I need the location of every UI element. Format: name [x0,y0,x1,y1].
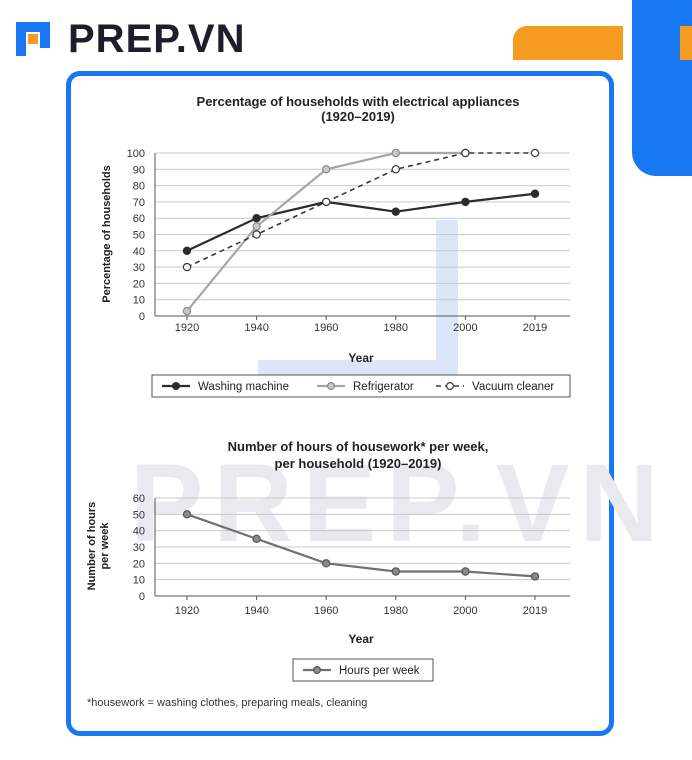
chart1-vacuum-cleaner-point [461,148,470,158]
chart1-legend-box [151,374,571,398]
chart1-y-tick-label: 10 [133,295,145,307]
chart1-washing-machine-point [182,246,192,255]
chart2-y-tick-label: 40 [133,526,145,538]
chart1-x-tick-label: 1940 [244,322,268,334]
chart2-legend-hours-per-week-label: Hours per week [339,665,420,677]
chart2-hours-per-week-point [461,567,470,576]
footnote: *housework = washing clothes, preparing … [87,697,368,709]
decor-orange-tip [680,26,692,60]
chart1-refrigerator-point [252,222,261,231]
chart1-y-tick-label: 30 [133,262,145,274]
chart1-washing-machine-line [186,192,536,252]
chart1-x-tick-label: 1960 [314,322,338,334]
chart2-title: Number of hours of housework* per week, [228,439,489,454]
chart2-y-axis-label: Number of hoursper week [86,502,111,591]
chart1-y-tick-label: 40 [133,246,145,258]
chart1-x-axis-label: Year [348,351,374,365]
chart1-vacuum-cleaner-line [186,152,535,268]
brand: PREP.VN [12,14,245,64]
chart2-x-tick-label: 2000 [453,605,477,617]
chart1-y-tick-label: 0 [139,311,145,323]
chart1-refrigerator-point [182,306,192,316]
chart1-x-tick-label: 2019 [523,322,547,334]
prep-logo-icon [12,18,54,60]
chart1-vacuum-cleaner-point [322,197,331,207]
chart2-x-tick-label: 1980 [384,605,408,617]
chart1-y-tick-label: 60 [133,213,145,225]
chart2-y-tick-label: 10 [133,575,145,587]
chart1-y-tick-label: 80 [133,181,145,193]
chart1-vacuum-cleaner-point [182,262,192,272]
chart2-y-tick-label: 20 [133,558,145,570]
chart2-x-tick-label: 2019 [523,605,547,617]
chart1-legend-vacuum-cleaner-marker [446,382,455,391]
chart2-y-tick-label: 50 [133,509,145,521]
chart1-x-tick-label: 1920 [175,322,199,334]
brand-name: PREP.VN [68,16,246,61]
chart2-hours-per-week-point [182,510,192,519]
chart2-hours-per-week-line [186,513,536,578]
chart1-legend-refrigerator-label: Refrigerator [353,381,414,393]
decor-orange-bar [513,26,623,60]
chart1-y-tick-label: 50 [133,230,145,242]
chart2-x-tick-label: 1940 [244,605,268,617]
chart2-hours-per-week-point [322,559,331,568]
chart1-vacuum-cleaner-point [252,230,261,239]
chart1-subtitle: (1920–2019) [321,109,395,124]
chart1-title: Percentage of households with electrical… [197,94,520,109]
chart2-x-tick-label: 1920 [175,605,199,617]
chart2-x-tick-label: 1960 [314,605,338,617]
chart1-legend-washing-machine-marker [172,382,181,391]
chart2-y-tick-label: 0 [139,591,145,603]
chart2-legend-box [292,658,434,682]
chart1-refrigerator-point [391,148,400,158]
chart2-hours-per-week-point [530,572,540,581]
chart1-legend-washing-machine-label: Washing machine [198,381,289,393]
watermark-text: PREP.VN [130,442,669,565]
chart2-hours-per-week-point [252,534,261,544]
chart2-y-tick-label: 30 [133,542,145,554]
chart1-legend-refrigerator-marker [327,382,336,391]
chart-frame [66,71,614,736]
chart1-vacuum-cleaner-point [530,148,540,158]
chart1-washing-machine-point [461,197,470,207]
chart1-y-tick-label: 20 [133,278,145,290]
chart2-legend-hours-per-week-marker [313,665,322,674]
chart1-y-axis-label: Percentage of households [101,165,113,303]
chart2-hours-per-week-point [391,567,400,576]
chart1-x-tick-label: 1980 [384,322,408,334]
chart2-subtitle: per household (1920–2019) [275,456,442,471]
chart1-y-tick-label: 90 [133,164,145,176]
chart2-x-axis-label: Year [348,632,374,646]
chart1-refrigerator-point [322,165,331,174]
chart1-washing-machine-point [530,189,540,198]
chart1-washing-machine-point [252,213,261,223]
chart1-washing-machine-point [391,207,400,216]
chart1-x-tick-label: 2000 [453,322,477,334]
chart1-y-tick-label: 100 [127,148,145,160]
chart1-vacuum-cleaner-point [391,165,400,174]
chart1-legend-vacuum-cleaner-label: Vacuum cleaner [472,381,554,393]
chart2-y-tick-label: 60 [133,493,145,505]
chart1-y-tick-label: 70 [133,197,145,209]
